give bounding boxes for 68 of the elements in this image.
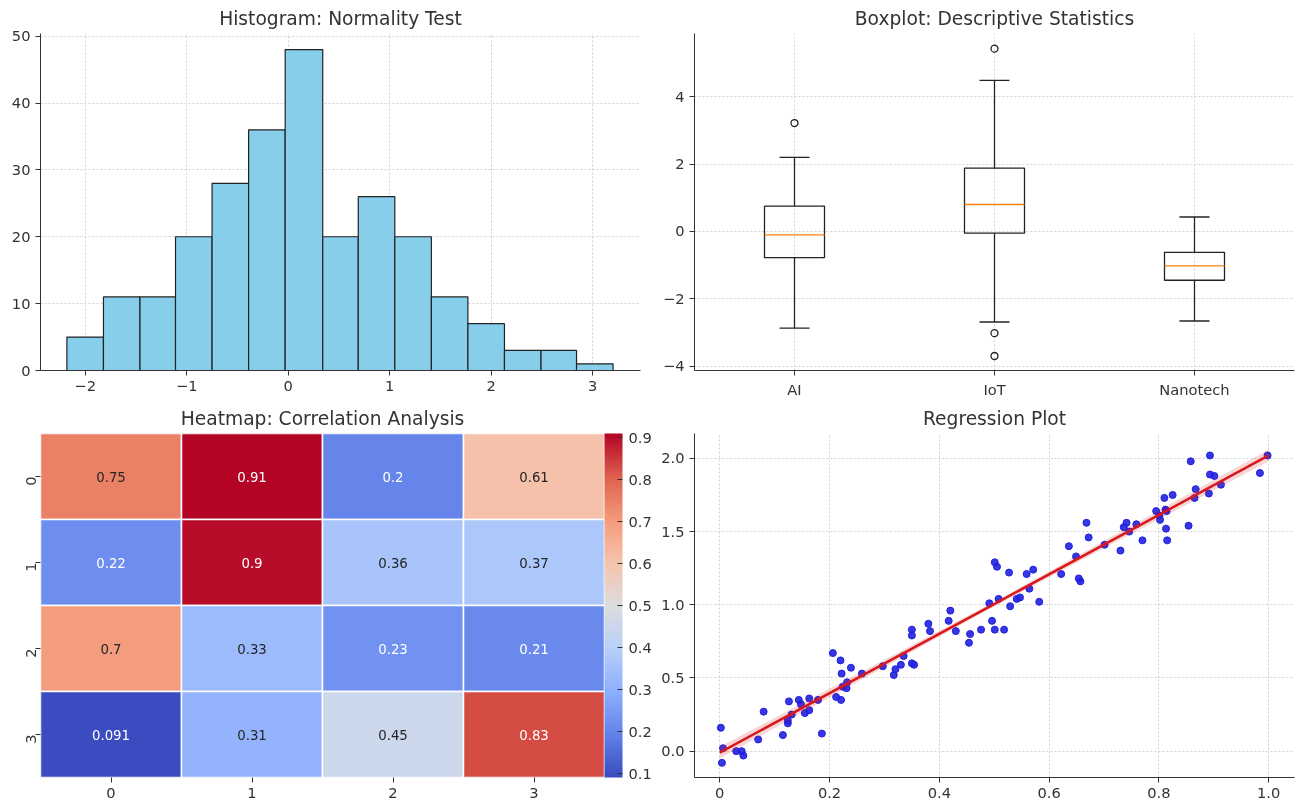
y-tick-label: 0 [21,476,39,486]
x-tick-label: 1.0 [1257,783,1281,801]
y-tick-label: 20 [11,227,31,245]
data-label: 0.2 [382,469,404,485]
data-label: 0.23 [378,641,408,657]
x-tick-label: −1 [175,376,198,394]
chart-title: Boxplot: Descriptive Statistics [854,7,1135,29]
color-bar-label: 0.6 [628,554,652,572]
x-tick-label: −2 [74,376,96,394]
y-tick-label: 50 [11,27,31,45]
color-bar-label: 0.1 [628,764,652,782]
y-tick-label: 0.5 [661,668,685,686]
x-tick-label: 3 [588,376,598,394]
x-tick-label: 0 [715,783,725,801]
y-tick-label: 2.0 [661,449,685,467]
data-label: 0.7 [100,641,122,657]
data-label: 0.9 [241,555,263,571]
x-tick-label: 0 [106,783,116,801]
x-tick-label: 0.6 [1037,783,1061,801]
color-bar-label: 0.8 [628,470,652,488]
x-tick-label: IoT [983,380,1006,398]
x-tick-label: Nanotech [1159,380,1230,398]
data-label: 0.33 [237,641,267,657]
data-label: 0.61 [519,469,549,485]
data-label: 0.21 [519,641,549,657]
y-tick-label: 1.5 [661,522,685,540]
x-tick-label: 0.4 [927,783,951,801]
data-label: 0.31 [237,727,267,743]
y-tick-label: 4 [675,87,685,105]
data-label: 0.83 [519,727,549,743]
color-bar-label: 0.3 [628,680,652,698]
data-label: 0.36 [378,555,408,571]
y-tick-label: 1.0 [661,595,685,613]
x-tick-label: 0.8 [1147,783,1171,801]
y-tick-label: 30 [11,160,31,178]
y-tick-label: 3 [21,734,39,744]
y-tick-label: −2 [662,289,685,307]
data-label: 0.22 [96,555,126,571]
y-tick-label: 2 [21,648,39,658]
data-label: 0.91 [237,469,267,485]
x-tick-label: 2 [388,783,398,801]
x-tick-label: 3 [529,783,539,801]
color-bar-label: 0.5 [628,596,652,614]
y-tick-label: 0 [21,361,31,379]
x-tick-label: 0 [283,376,293,394]
y-tick-label: 0 [675,222,685,240]
data-label: 0.45 [378,727,408,743]
x-tick-label: 1 [385,376,395,394]
y-tick-label: 2 [675,155,685,173]
x-tick-label: 1 [247,783,257,801]
data-label: 0.75 [96,469,126,485]
y-tick-label: 1 [21,562,39,572]
y-tick-label: 0.0 [661,742,685,760]
x-tick-label: 2 [486,376,496,394]
chart-title: Histogram: Normality Test [219,7,462,29]
y-tick-label: 10 [11,294,31,312]
y-tick-label: 40 [11,94,31,112]
x-tick-label: 0.2 [817,783,842,801]
color-bar-label: 0.2 [628,722,652,740]
y-tick-label: −4 [662,357,685,375]
color-bar-label: 0.4 [628,638,652,656]
color-bar-label: 0.9 [628,428,652,446]
chart-title: Regression Plot [922,407,1067,429]
x-tick-label: AI [787,380,802,398]
color-bar-label: 0.7 [628,512,652,530]
data-label: 0.091 [91,727,131,743]
chart-title: Heatmap: Correlation Analysis [180,407,465,429]
data-label: 0.37 [519,555,549,571]
